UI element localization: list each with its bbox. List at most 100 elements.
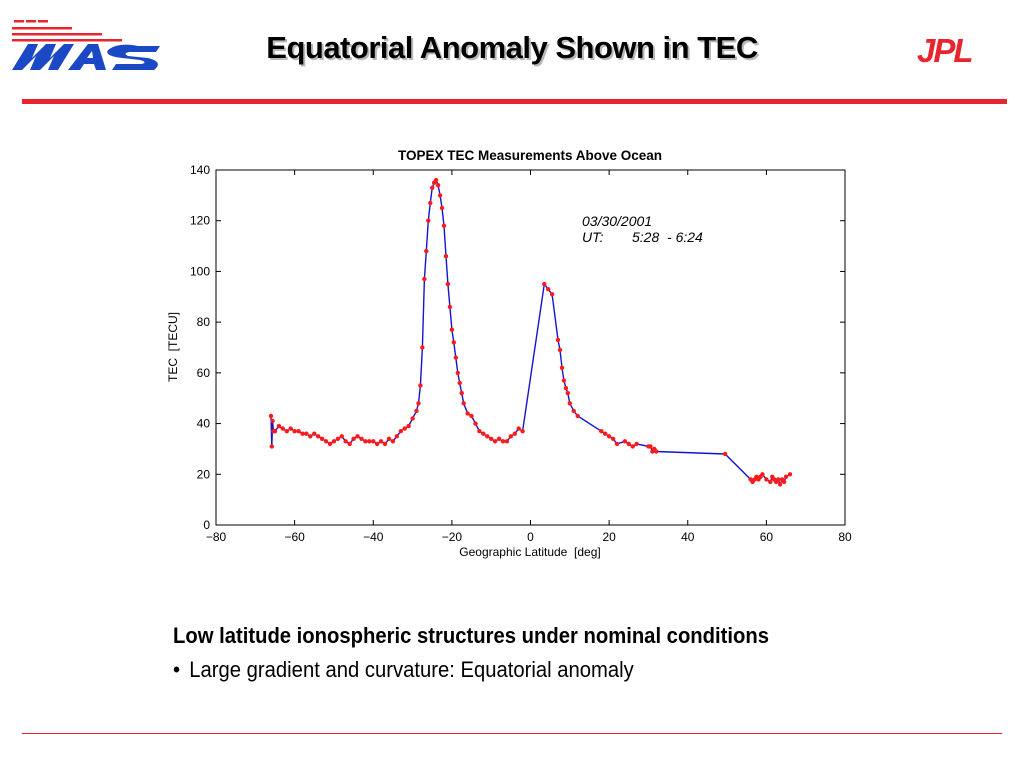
data-point bbox=[461, 401, 466, 406]
data-point bbox=[549, 292, 555, 297]
data-point bbox=[355, 434, 360, 439]
data-point bbox=[335, 436, 341, 441]
data-point bbox=[292, 429, 297, 434]
waas-logo bbox=[8, 16, 168, 95]
data-point bbox=[451, 340, 456, 345]
data-point bbox=[304, 431, 309, 436]
data-point bbox=[402, 426, 407, 431]
data-point bbox=[654, 449, 659, 454]
data-point bbox=[557, 347, 563, 353]
data-point bbox=[469, 413, 474, 419]
data-point bbox=[347, 441, 352, 447]
data-point bbox=[516, 426, 521, 431]
x-tick-label: 40 bbox=[681, 530, 695, 544]
footer-divider bbox=[22, 733, 1002, 734]
data-point bbox=[390, 439, 396, 444]
jpl-logo: JPL bbox=[917, 32, 1003, 71]
jpl-logo-text: JPL bbox=[917, 36, 972, 66]
data-point bbox=[776, 477, 781, 482]
data-point bbox=[270, 418, 275, 424]
y-axis-label: TEC [TECU] bbox=[166, 312, 180, 382]
y-tick-labels: 0 20 40 60 80 100 120 140 bbox=[190, 163, 210, 532]
data-point bbox=[276, 423, 282, 429]
y-tick-label: 120 bbox=[190, 214, 210, 228]
caption-bullet-text: Large gradient and curvature: Equatorial… bbox=[189, 657, 634, 682]
data-point bbox=[359, 436, 364, 441]
data-point bbox=[433, 177, 439, 183]
data-point bbox=[296, 429, 301, 434]
data-point bbox=[546, 287, 551, 292]
data-point bbox=[555, 337, 561, 343]
data-point bbox=[542, 281, 547, 287]
data-point bbox=[323, 439, 329, 444]
data-point bbox=[398, 429, 403, 434]
data-point bbox=[424, 248, 429, 254]
data-point bbox=[316, 434, 321, 439]
data-point bbox=[363, 439, 368, 444]
data-point bbox=[453, 355, 458, 360]
data-point bbox=[437, 193, 443, 198]
data-point bbox=[394, 434, 399, 439]
data-point bbox=[441, 223, 447, 228]
data-point bbox=[312, 431, 317, 436]
data-point bbox=[477, 429, 482, 434]
y-tick-label: 80 bbox=[197, 315, 211, 329]
data-point bbox=[622, 439, 628, 444]
data-point bbox=[781, 479, 787, 485]
data-point bbox=[430, 185, 435, 190]
caption-heading: Low latitude ionospheric structures unde… bbox=[173, 623, 770, 648]
data-point bbox=[327, 441, 333, 447]
data-point bbox=[648, 444, 653, 449]
header-divider bbox=[22, 99, 1007, 104]
data-point bbox=[768, 479, 773, 485]
data-point bbox=[455, 370, 460, 376]
data-point bbox=[575, 413, 580, 419]
chart-title: TOPEX TEC Measurements Above Ocean bbox=[398, 148, 662, 163]
bullet-marker: • bbox=[173, 657, 181, 682]
x-tick-label: 60 bbox=[760, 530, 774, 544]
data-point bbox=[288, 426, 293, 431]
x-tick-label: −80 bbox=[206, 530, 227, 544]
annotation-ut-range: 5:28 - 6:24 bbox=[632, 229, 703, 245]
data-point bbox=[406, 423, 411, 429]
slide-title: Equatorial Anomaly Shown in TEC bbox=[266, 30, 758, 65]
caption-bullet-item: • Large gradient and curvature: Equatoria… bbox=[173, 657, 634, 683]
annotation-date: 03/30/2001 bbox=[582, 213, 652, 229]
data-point bbox=[416, 401, 421, 406]
data-point bbox=[571, 408, 576, 414]
data-point bbox=[284, 429, 289, 434]
data-point bbox=[443, 254, 449, 259]
y-tick-label: 100 bbox=[190, 264, 210, 278]
data-point bbox=[563, 385, 569, 391]
data-point bbox=[426, 218, 431, 223]
data-point bbox=[371, 439, 376, 444]
y-tick-label: 0 bbox=[203, 518, 210, 532]
data-point bbox=[496, 436, 502, 441]
data-point bbox=[308, 434, 313, 439]
data-point bbox=[269, 444, 274, 449]
x-axis-label: Geographic Latitude [deg] bbox=[459, 545, 600, 559]
data-point bbox=[465, 411, 470, 416]
data-point bbox=[457, 380, 462, 386]
data-point bbox=[343, 439, 348, 444]
data-point bbox=[449, 327, 455, 332]
x-tick-label: 80 bbox=[838, 530, 852, 544]
data-point bbox=[508, 434, 513, 439]
data-point bbox=[418, 383, 423, 388]
data-point bbox=[422, 276, 427, 282]
data-point bbox=[319, 436, 325, 441]
data-point bbox=[473, 421, 478, 426]
data-point bbox=[382, 441, 388, 447]
data-point bbox=[610, 436, 616, 441]
data-point bbox=[626, 441, 631, 447]
data-point bbox=[512, 431, 517, 436]
data-point bbox=[614, 441, 620, 447]
x-tick-label: −60 bbox=[284, 530, 305, 544]
data-point bbox=[351, 436, 356, 441]
data-point bbox=[447, 304, 453, 310]
data-point bbox=[777, 482, 783, 487]
data-point bbox=[559, 365, 565, 370]
data-point bbox=[504, 439, 510, 444]
data-point bbox=[783, 474, 789, 479]
x-tick-label: −20 bbox=[442, 530, 463, 544]
